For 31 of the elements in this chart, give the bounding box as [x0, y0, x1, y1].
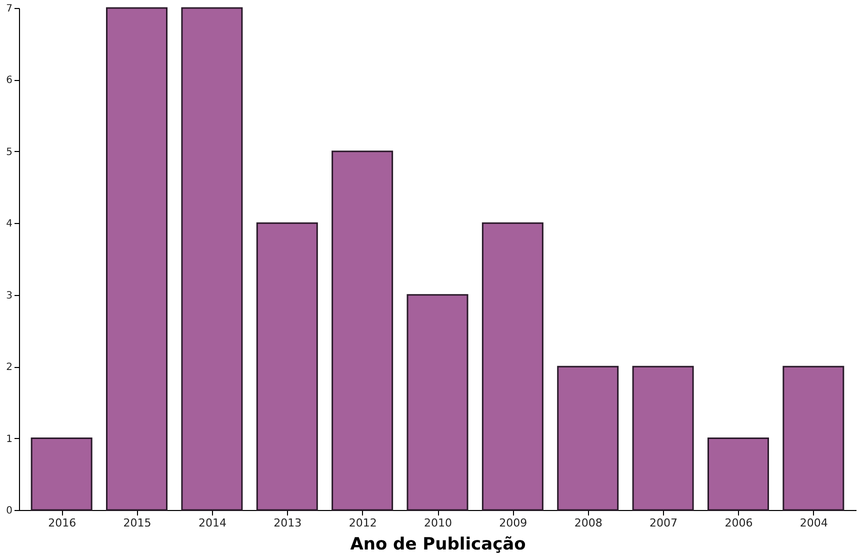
x-tick-label: 2007 [650, 516, 678, 530]
bar [782, 366, 844, 511]
bar [482, 222, 544, 511]
bar [106, 7, 168, 511]
y-tick-label: 6 [6, 75, 12, 86]
bar [256, 222, 318, 511]
y-tick-label: 5 [6, 146, 12, 158]
bar [707, 438, 769, 511]
x-tick-label: 2012 [348, 516, 377, 530]
bar [406, 294, 468, 511]
x-tick-label: 2010 [424, 516, 452, 530]
y-tick-label: 4 [6, 218, 12, 230]
y-tick-label: 1 [6, 434, 12, 445]
x-axis-title: Ano de Publicação [350, 534, 526, 554]
x-tick-label: 2014 [198, 516, 226, 530]
y-tick-label: 0 [6, 506, 12, 516]
y-tick-label: 2 [6, 362, 12, 374]
x-tick-label: 2004 [800, 516, 828, 530]
y-tick-label: 7 [6, 4, 12, 14]
bar [632, 366, 694, 511]
y-tick-label: 3 [6, 290, 12, 302]
bar [557, 366, 619, 511]
x-tick-label: 2006 [724, 516, 753, 530]
x-tick-label: 2015 [123, 516, 152, 530]
bar [332, 150, 394, 511]
x-tick-label: 2013 [274, 516, 302, 530]
bar [181, 7, 243, 511]
x-tick-label: 2009 [499, 516, 528, 530]
x-tick-label: 2016 [48, 516, 76, 530]
bar [30, 438, 92, 511]
x-tick-label: 2008 [574, 516, 602, 530]
